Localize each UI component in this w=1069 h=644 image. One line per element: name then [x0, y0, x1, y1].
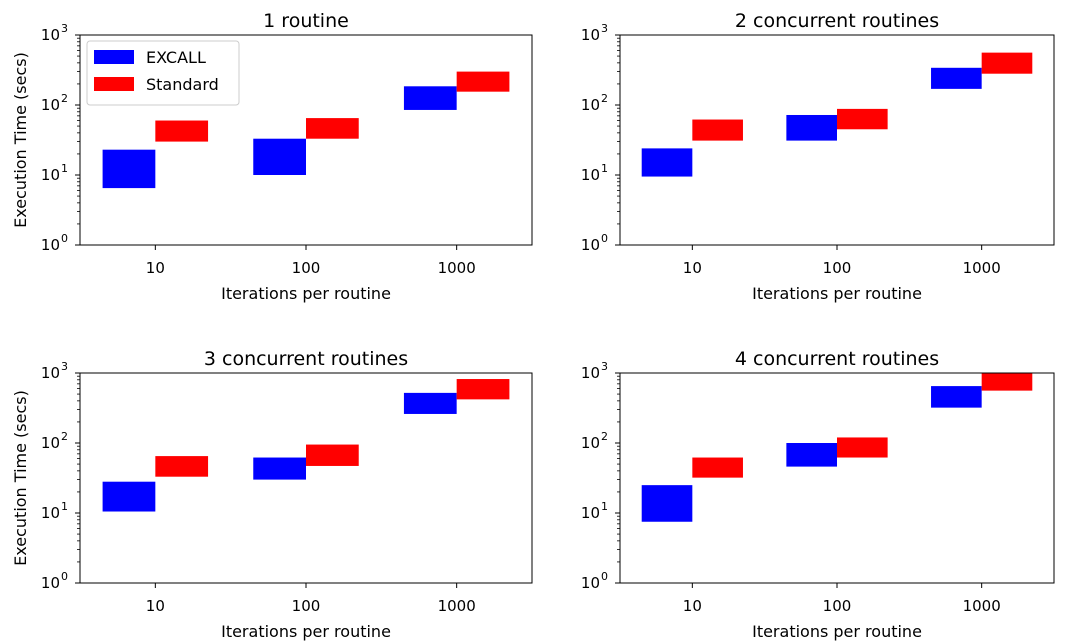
x-axis-label: Iterations per routine	[752, 284, 922, 303]
bar-standard-100	[837, 437, 888, 458]
y-tick-label-exponent: 0	[601, 570, 608, 583]
legend-swatch-excall	[94, 50, 134, 64]
x-tick-label: 100	[823, 259, 852, 277]
y-tick-label: 10	[41, 574, 60, 592]
y-tick-label: 10	[41, 364, 60, 382]
x-tick-label: 100	[292, 597, 321, 615]
y-axis-label: Execution Time (secs)	[11, 390, 30, 566]
y-tick-label: 10	[581, 26, 600, 44]
y-axis-label: Execution Time (secs)	[11, 52, 30, 228]
legend-label-standard: Standard	[146, 75, 219, 94]
y-tick-label-exponent: 2	[601, 92, 608, 105]
y-tick-label-exponent: 2	[601, 430, 608, 443]
y-tick-label-exponent: 1	[61, 500, 68, 513]
y-tick-label-exponent: 3	[61, 360, 68, 373]
bar-standard-10	[692, 457, 743, 478]
bar-excall-10	[641, 148, 693, 177]
y-tick-label-exponent: 3	[601, 360, 608, 373]
y-tick-label: 10	[41, 434, 60, 452]
y-tick-label: 10	[581, 574, 600, 592]
x-axis-label: Iterations per routine	[221, 622, 391, 641]
y-tick-label-exponent: 2	[61, 92, 68, 105]
y-tick-label: 10	[581, 504, 600, 522]
chart-title: 1 routine	[263, 10, 349, 32]
y-tick-label-exponent: 1	[61, 162, 68, 175]
bar-excall-1000	[403, 392, 457, 414]
bar-excall-10	[102, 481, 156, 512]
y-tick-label: 10	[41, 166, 60, 184]
x-tick-label: 100	[823, 597, 852, 615]
x-tick-label: 1000	[963, 597, 1001, 615]
legend: EXCALL Standard	[86, 40, 240, 106]
y-tick-label: 10	[41, 236, 60, 254]
bar-excall-1000	[931, 386, 982, 408]
chart-title: 2 concurrent routines	[735, 10, 939, 32]
y-tick-label: 10	[581, 434, 600, 452]
x-tick-label: 1000	[963, 259, 1001, 277]
x-tick-label: 1000	[438, 597, 476, 615]
y-tick-label-exponent: 1	[601, 162, 608, 175]
bar-excall-100	[253, 457, 306, 480]
legend-swatch-standard	[94, 77, 134, 91]
bar-standard-100	[306, 444, 359, 466]
y-tick-label-exponent: 3	[601, 22, 608, 35]
bar-excall-10	[641, 485, 693, 522]
bar-standard-10	[155, 120, 209, 142]
y-tick-label-exponent: 0	[601, 232, 608, 245]
bar-standard-100	[306, 118, 359, 139]
x-axis-label: Iterations per routine	[221, 284, 391, 303]
bar-excall-100	[786, 114, 837, 141]
y-tick-label: 10	[581, 236, 600, 254]
x-tick-label: 10	[683, 259, 702, 277]
bar-excall-100	[253, 138, 306, 175]
y-tick-label-exponent: 0	[61, 570, 68, 583]
bar-standard-1000	[456, 71, 510, 92]
x-tick-label: 100	[292, 259, 321, 277]
x-tick-label: 10	[683, 597, 702, 615]
bar-standard-1000	[456, 379, 510, 400]
y-tick-label: 10	[41, 96, 60, 114]
bar-excall-1000	[931, 67, 982, 89]
y-tick-label: 10	[581, 96, 600, 114]
plot-frame	[619, 372, 1055, 584]
bar-excall-1000	[403, 86, 457, 110]
bar-excall-10	[102, 149, 156, 189]
bar-standard-10	[692, 119, 743, 141]
x-tick-label: 10	[146, 259, 165, 277]
chart-title: 4 concurrent routines	[735, 348, 939, 370]
bar-standard-1000	[981, 52, 1033, 74]
chart-title: 3 concurrent routines	[204, 348, 408, 370]
x-axis-label: Iterations per routine	[752, 622, 922, 641]
bar-standard-10	[155, 456, 209, 477]
y-tick-label: 10	[581, 166, 600, 184]
y-tick-label: 10	[41, 26, 60, 44]
y-tick-label-exponent: 2	[61, 430, 68, 443]
x-tick-label: 1000	[438, 259, 476, 277]
x-tick-label: 10	[146, 597, 165, 615]
y-tick-label-exponent: 1	[601, 500, 608, 513]
y-tick-label: 10	[41, 504, 60, 522]
bar-standard-1000	[981, 373, 1033, 391]
bar-excall-100	[786, 443, 837, 467]
y-tick-label-exponent: 3	[61, 22, 68, 35]
y-tick-label: 10	[581, 364, 600, 382]
bar-standard-100	[837, 108, 888, 130]
legend-label-excall: EXCALL	[146, 48, 206, 67]
y-tick-label-exponent: 0	[61, 232, 68, 245]
